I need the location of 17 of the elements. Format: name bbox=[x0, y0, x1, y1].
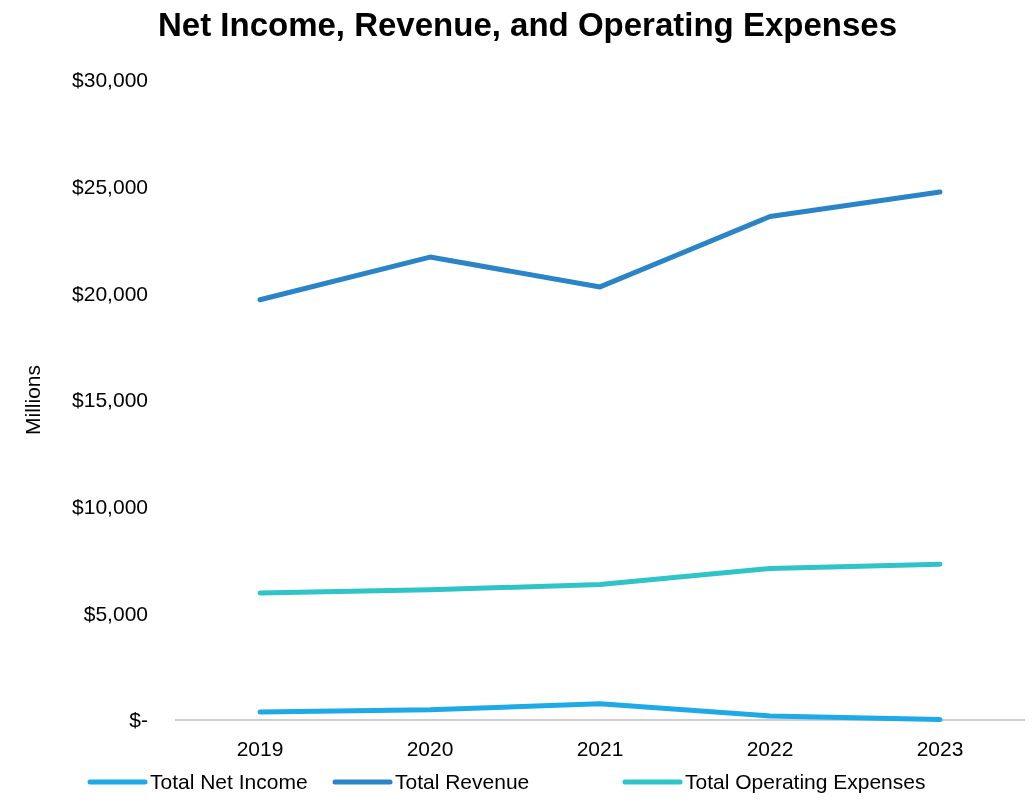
chart-title: Net Income, Revenue, and Operating Expenses bbox=[157, 6, 898, 43]
y-tick-label: $10,000 bbox=[72, 495, 148, 519]
y-tick-label: $- bbox=[129, 708, 148, 732]
legend-label: Total Revenue bbox=[395, 770, 530, 794]
y-tick-label: $25,000 bbox=[72, 175, 148, 199]
x-tick-label: 2019 bbox=[236, 737, 284, 760]
x-tick-label: 2020 bbox=[406, 737, 454, 760]
y-tick-label: $20,000 bbox=[72, 281, 148, 305]
x-tick-label: 2023 bbox=[916, 737, 964, 760]
y-tick-label: $30,000 bbox=[72, 68, 148, 92]
y-tick-label: $15,000 bbox=[72, 388, 148, 412]
x-tick-label: 2021 bbox=[576, 737, 624, 760]
y-tick-label: $5,000 bbox=[83, 601, 148, 625]
y-axis-title: Millions bbox=[21, 364, 44, 436]
legend-label: Total Net Income bbox=[150, 770, 308, 794]
legend-label: Total Operating Expenses bbox=[685, 770, 926, 794]
x-tick-label: 2022 bbox=[746, 737, 794, 760]
